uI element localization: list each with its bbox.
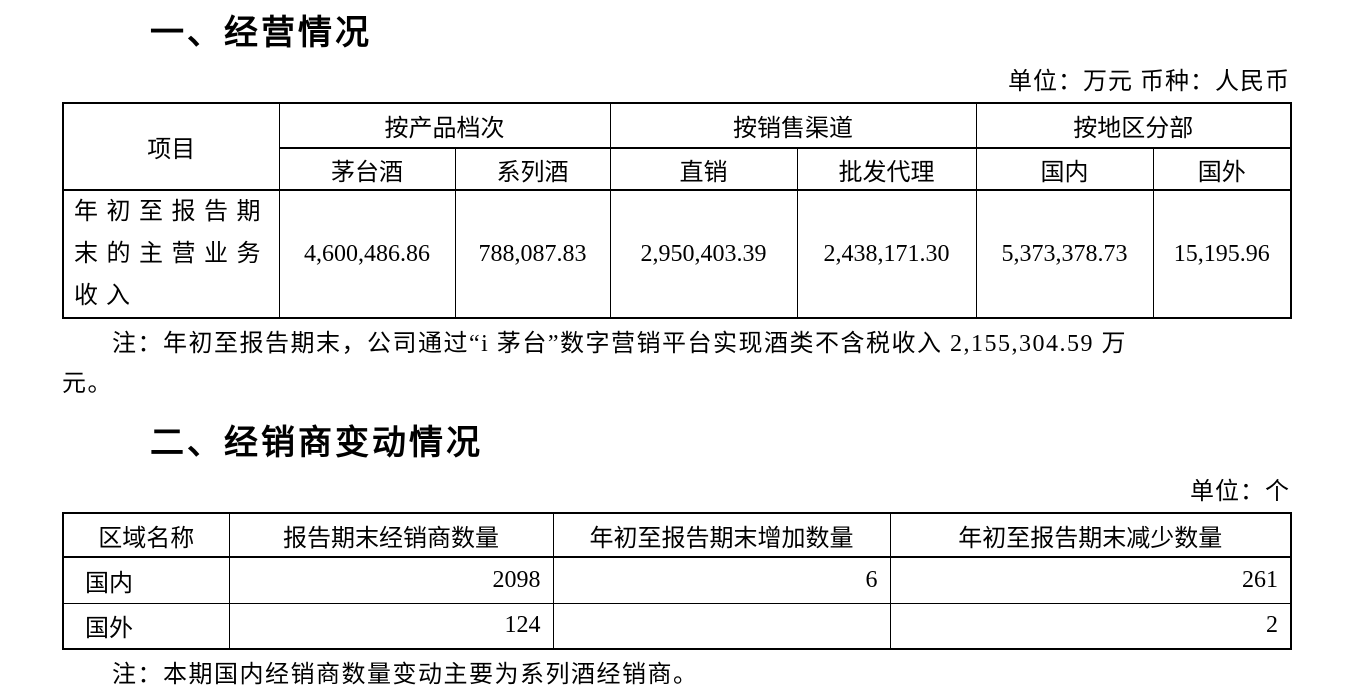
revenue-data-row: 年初至报告期末的主营业务收入 4,600,486.86 788,087.83 2… xyxy=(62,189,1292,319)
section2-note: 注：本期国内经销商数量变动主要为系列酒经销商。 xyxy=(62,655,1290,695)
distributor-row-domestic: 国内 2098 6 261 xyxy=(62,556,1292,604)
section1-note-line2: 元。 xyxy=(62,371,113,397)
group-header-row: 项目 按产品档次 按销售渠道 按地区分部 xyxy=(62,102,1292,191)
foreign-header: 国外 xyxy=(1152,147,1292,191)
region-group-header: 按地区分部 xyxy=(975,102,1292,149)
distributor-table: 区域名称 报告期末经销商数量 年初至报告期末增加数量 年初至报告期末减少数量 国… xyxy=(62,512,1292,650)
section2-heading: 二、经销商变动情况 xyxy=(150,425,483,462)
revenue-value-wholesale: 2,438,171.30 xyxy=(796,189,977,319)
reduced-count-cell: 2 xyxy=(889,602,1292,650)
revenue-value-series: 788,087.83 xyxy=(454,189,611,319)
domestic-header: 国内 xyxy=(975,147,1154,191)
sales-channel-group-header: 按销售渠道 xyxy=(609,102,977,149)
region-cell: 国内 xyxy=(62,556,230,604)
end-period-count-header: 报告期末经销商数量 xyxy=(228,512,554,558)
end-count-cell: 124 xyxy=(228,602,554,650)
end-count-cell: 2098 xyxy=(228,556,554,604)
revenue-value-foreign: 15,195.96 xyxy=(1152,189,1292,319)
direct-sales-header: 直销 xyxy=(609,147,798,191)
wholesale-agency-header: 批发代理 xyxy=(796,147,977,191)
distributor-row-foreign: 国外 124 2 xyxy=(62,602,1292,650)
section1-note-line1: 注：年初至报告期末，公司通过“i 茅台”数字营销平台实现酒类不含税收入 2,15… xyxy=(112,331,1127,357)
distributor-header-row: 区域名称 报告期末经销商数量 年初至报告期末增加数量 年初至报告期末减少数量 xyxy=(62,512,1292,558)
reduced-count-header: 年初至报告期末减少数量 xyxy=(889,512,1292,558)
section1-heading: 一、经营情况 xyxy=(150,15,372,52)
added-count-cell: 6 xyxy=(552,556,891,604)
series-liquor-header: 系列酒 xyxy=(454,147,611,191)
revenue-value-direct: 2,950,403.39 xyxy=(609,189,798,319)
revenue-table: 项目 按产品档次 按销售渠道 按地区分部 茅台酒 系列酒 直销 批发代理 国内 … xyxy=(62,102,1292,319)
region-name-header: 区域名称 xyxy=(62,512,230,558)
added-count-cell xyxy=(552,602,891,650)
region-cell: 国外 xyxy=(62,602,230,650)
revenue-value-domestic: 5,373,378.73 xyxy=(975,189,1154,319)
item-column-header: 项目 xyxy=(62,102,280,191)
added-count-header: 年初至报告期末增加数量 xyxy=(552,512,891,558)
revenue-row-label: 年初至报告期末的主营业务收入 xyxy=(62,189,280,319)
product-grade-group-header: 按产品档次 xyxy=(278,102,611,149)
revenue-value-moutai: 4,600,486.86 xyxy=(278,189,456,319)
section2-note-line1: 注：本期国内经销商数量变动主要为系列酒经销商。 xyxy=(112,662,699,688)
moutai-liquor-header: 茅台酒 xyxy=(278,147,456,191)
section2-unit-note: 单位：个 xyxy=(1190,479,1290,505)
section1-unit-note: 单位：万元 币种：人民币 xyxy=(1008,69,1290,95)
reduced-count-cell: 261 xyxy=(889,556,1292,604)
section1-note: 注：年初至报告期末，公司通过“i 茅台”数字营销平台实现酒类不含税收入 2,15… xyxy=(62,324,1290,404)
